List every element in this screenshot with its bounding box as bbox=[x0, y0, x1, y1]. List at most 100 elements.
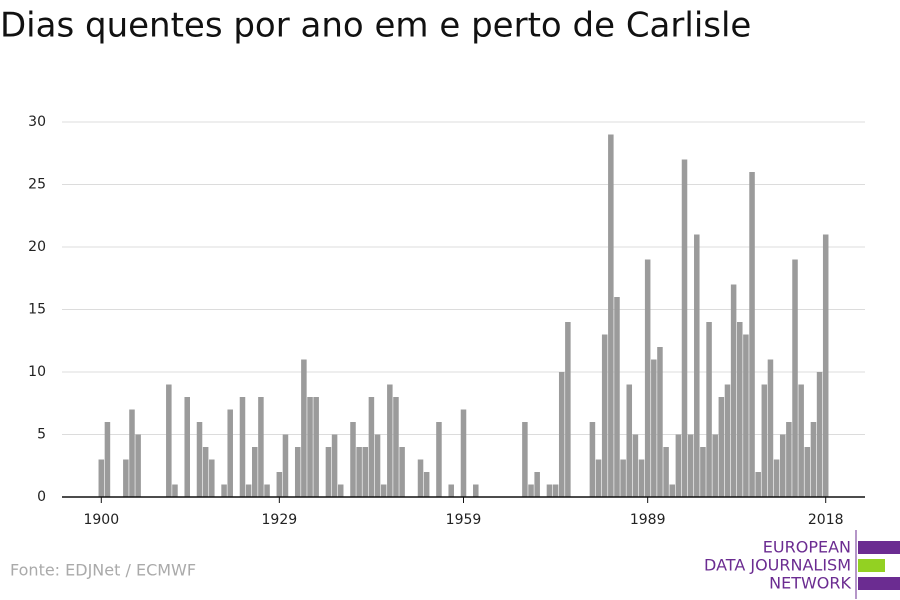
bar bbox=[694, 234, 700, 497]
bar bbox=[166, 384, 172, 497]
bar bbox=[227, 409, 233, 497]
bar bbox=[638, 459, 645, 497]
bar bbox=[172, 484, 178, 497]
bar bbox=[706, 322, 712, 497]
bar bbox=[558, 372, 565, 497]
bar bbox=[687, 434, 694, 497]
bar bbox=[724, 384, 731, 497]
bar bbox=[368, 397, 375, 497]
bar bbox=[399, 447, 405, 497]
bar bbox=[196, 422, 203, 497]
bar bbox=[552, 484, 559, 497]
bar bbox=[417, 459, 424, 497]
bar bbox=[184, 397, 191, 497]
bar bbox=[307, 397, 313, 497]
bar bbox=[245, 484, 252, 497]
bar bbox=[264, 484, 270, 497]
bar bbox=[779, 434, 786, 497]
bar bbox=[294, 447, 301, 497]
logo: EUROPEAN DATA JOURNALISM NETWORK bbox=[704, 530, 900, 599]
bar bbox=[663, 447, 669, 497]
bar bbox=[816, 372, 823, 497]
bar bbox=[258, 397, 264, 497]
bar bbox=[522, 422, 528, 497]
bar bbox=[657, 347, 663, 497]
bar bbox=[736, 322, 743, 497]
bar bbox=[534, 472, 540, 497]
bar bbox=[313, 397, 319, 497]
x-tick-label: 1900 bbox=[83, 512, 119, 528]
logo-bar bbox=[858, 541, 900, 554]
bar bbox=[362, 447, 369, 497]
bar bbox=[565, 322, 571, 497]
y-tick-label: 0 bbox=[37, 489, 46, 505]
bar bbox=[798, 384, 804, 497]
bar bbox=[749, 172, 755, 497]
bar bbox=[374, 434, 381, 497]
bar bbox=[98, 459, 105, 497]
bar bbox=[767, 359, 774, 497]
bar bbox=[700, 447, 706, 497]
bar bbox=[822, 234, 829, 497]
bar bbox=[276, 472, 283, 497]
bar bbox=[331, 434, 338, 497]
bar bbox=[325, 447, 332, 497]
y-tick-label: 15 bbox=[28, 302, 46, 318]
bar bbox=[761, 384, 768, 497]
bar bbox=[755, 472, 761, 497]
bar bbox=[350, 422, 356, 497]
bar bbox=[589, 422, 596, 497]
bar bbox=[129, 409, 135, 497]
bar bbox=[669, 484, 675, 497]
x-tick-label: 1959 bbox=[446, 512, 482, 528]
y-tick-label: 20 bbox=[28, 239, 46, 255]
bar bbox=[675, 434, 682, 497]
bar bbox=[104, 422, 111, 497]
logo-bar bbox=[858, 577, 900, 590]
y-tick-label: 30 bbox=[28, 114, 46, 130]
bar bbox=[786, 422, 792, 497]
bar bbox=[626, 384, 633, 497]
bar bbox=[473, 484, 479, 497]
bar bbox=[393, 397, 399, 497]
bar bbox=[252, 447, 258, 497]
logo-text: NETWORK bbox=[769, 574, 851, 593]
bar bbox=[380, 484, 387, 497]
bar bbox=[608, 134, 614, 497]
bar bbox=[614, 297, 620, 497]
bar bbox=[202, 447, 209, 497]
bar bbox=[337, 484, 344, 497]
bar bbox=[804, 447, 811, 497]
bar bbox=[209, 459, 215, 497]
bar bbox=[423, 472, 430, 497]
logo-text: DATA JOURNALISM bbox=[704, 556, 851, 575]
bar bbox=[282, 434, 289, 497]
logo-text: EUROPEAN bbox=[763, 538, 851, 557]
bar bbox=[460, 409, 467, 497]
bar bbox=[681, 159, 688, 497]
bar bbox=[387, 384, 393, 497]
bar bbox=[436, 422, 442, 497]
y-tick-label: 25 bbox=[28, 177, 46, 193]
bar bbox=[123, 459, 129, 497]
x-tick-label: 1929 bbox=[262, 512, 298, 528]
bar bbox=[620, 459, 626, 497]
bar bbox=[546, 484, 553, 497]
bar bbox=[528, 484, 534, 497]
bar bbox=[730, 284, 737, 497]
bar bbox=[135, 434, 141, 497]
y-tick-label: 10 bbox=[28, 364, 46, 380]
bar bbox=[718, 397, 725, 497]
bar bbox=[651, 359, 657, 497]
logo-bar bbox=[858, 559, 885, 572]
bar bbox=[448, 484, 454, 497]
bar bbox=[810, 422, 817, 497]
bar bbox=[301, 359, 307, 497]
source: Fonte: EDJNet / ECMWF bbox=[10, 561, 196, 580]
bar bbox=[773, 459, 780, 497]
bar bbox=[743, 334, 749, 497]
bar bbox=[221, 484, 227, 497]
bar bbox=[712, 434, 718, 497]
y-tick-label: 5 bbox=[37, 427, 46, 443]
